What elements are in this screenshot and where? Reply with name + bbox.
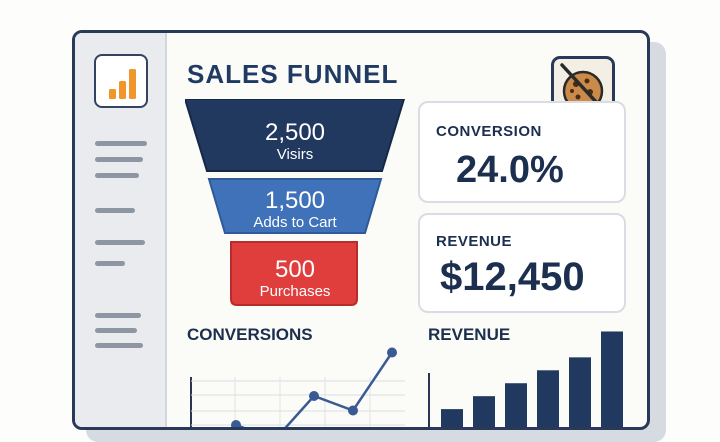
conversion-card[interactable]: CONVERSION 24.0%	[418, 101, 626, 203]
funnel-value: 500	[274, 256, 316, 283]
conversions-series-line	[231, 351, 394, 427]
funnel-stage-2-shape[interactable]	[207, 178, 383, 234]
funnel-stage-1-shape[interactable]	[185, 99, 405, 172]
sidebar-item-6[interactable]	[95, 261, 125, 266]
funnel-label: Adds to Cart	[253, 214, 337, 231]
conversion-label: CONVERSION	[436, 123, 542, 140]
revenue-bar-4	[537, 370, 559, 427]
sidebar-item-9[interactable]	[95, 343, 143, 348]
revenue-value: $12,450	[440, 255, 585, 299]
funnel-stage-cart: 1,500 Adds to Cart	[225, 187, 365, 232]
conversions-line-chart	[190, 347, 405, 427]
page-title: SALES FUNNEL	[187, 59, 399, 89]
app-logo[interactable]	[94, 54, 148, 108]
funnel-value: 1,500	[264, 187, 326, 214]
sidebar-item-2[interactable]	[95, 157, 143, 162]
sidebar	[75, 33, 167, 427]
revenue-bar-chart	[428, 331, 623, 427]
revenue-bar-2	[473, 396, 495, 427]
conversions-chart-title: CONVERSIONS	[187, 325, 313, 344]
revenue-bar-1	[441, 409, 463, 427]
revenue-label: REVENUE	[436, 233, 513, 250]
sidebar-item-1[interactable]	[95, 141, 147, 146]
sidebar-item-3[interactable]	[95, 173, 139, 178]
funnel-label: Purchases	[259, 283, 331, 300]
funnel-label: Visirs	[276, 146, 314, 163]
revenue-bar-6	[601, 331, 623, 427]
revenue-bar-3	[505, 383, 527, 427]
conversion-value: 24.0%	[456, 149, 564, 191]
sidebar-item-5[interactable]	[95, 240, 145, 245]
revenue-bar-5	[569, 357, 591, 427]
conversions-point-4	[309, 391, 319, 401]
sidebar-item-8[interactable]	[95, 328, 137, 333]
funnel-stage-purchases: 500 Purchases	[235, 256, 355, 301]
revenue-chart-title: REVENUE	[428, 325, 511, 344]
sidebar-item-7[interactable]	[95, 313, 141, 318]
funnel-stage-visits: 2,500 Visirs	[205, 119, 385, 164]
bar-chart-logo-icon	[109, 69, 136, 99]
funnel-value: 2,500	[264, 119, 326, 146]
conversions-point-6	[387, 347, 397, 358]
conversions-point-5	[348, 405, 358, 416]
funnel-shapes	[185, 99, 405, 306]
revenue-card[interactable]: REVENUE $12,450	[418, 213, 626, 313]
sidebar-item-4[interactable]	[95, 208, 135, 213]
conversions-point-2	[231, 420, 241, 427]
dashboard-window: SALES FUNNEL 2,500 Visirs 1,500 Adds to …	[72, 30, 650, 430]
funnel-stage-3-shape[interactable]	[230, 241, 358, 306]
